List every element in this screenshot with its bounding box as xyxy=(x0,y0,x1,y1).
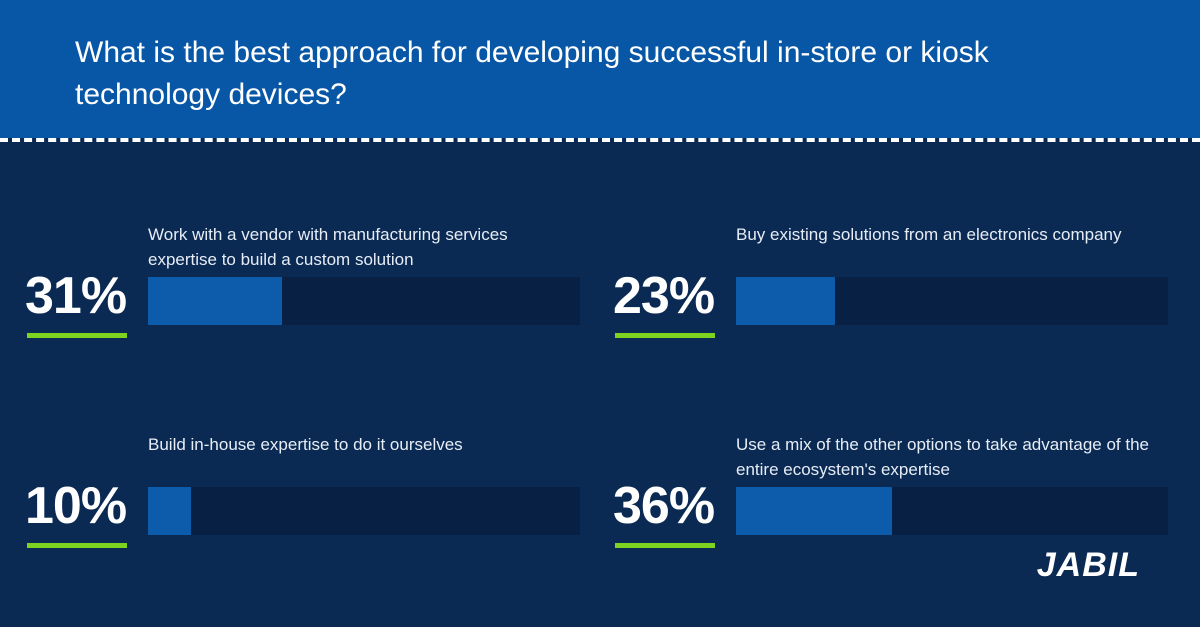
result-bar-track-1 xyxy=(148,277,580,325)
result-label-4: Use a mix of the other options to take a… xyxy=(736,433,1168,482)
result-underline-1 xyxy=(27,333,127,338)
jabil-logo-text: JABIL xyxy=(1037,546,1140,585)
result-label-2: Buy existing solutions from an electroni… xyxy=(736,223,1168,248)
result-bar-track-2 xyxy=(736,277,1168,325)
result-percent-2: 23% xyxy=(613,270,723,322)
dashed-divider xyxy=(0,138,1200,142)
result-bar-fill-3 xyxy=(148,487,191,535)
result-bar-fill-1 xyxy=(148,277,282,325)
brand-logo: JABIL xyxy=(1037,546,1140,585)
page-title: What is the best approach for developing… xyxy=(75,32,1135,116)
result-bar-fill-2 xyxy=(736,277,835,325)
result-underline-2 xyxy=(615,333,715,338)
result-bar-track-4 xyxy=(736,487,1168,535)
result-label-1: Work with a vendor with manufacturing se… xyxy=(148,223,580,272)
result-percent-4: 36% xyxy=(613,480,723,532)
result-underline-4 xyxy=(615,543,715,548)
result-percent-1: 31% xyxy=(25,270,135,322)
result-underline-3 xyxy=(27,543,127,548)
result-bar-fill-4 xyxy=(736,487,892,535)
result-bar-track-3 xyxy=(148,487,580,535)
results-grid: 31% Work with a vendor with manufacturin… xyxy=(0,215,1200,615)
header-banner: What is the best approach for developing… xyxy=(0,0,1200,138)
survey-result-card: What is the best approach for developing… xyxy=(0,0,1200,627)
result-label-3: Build in-house expertise to do it oursel… xyxy=(148,433,580,458)
result-percent-3: 10% xyxy=(25,480,135,532)
